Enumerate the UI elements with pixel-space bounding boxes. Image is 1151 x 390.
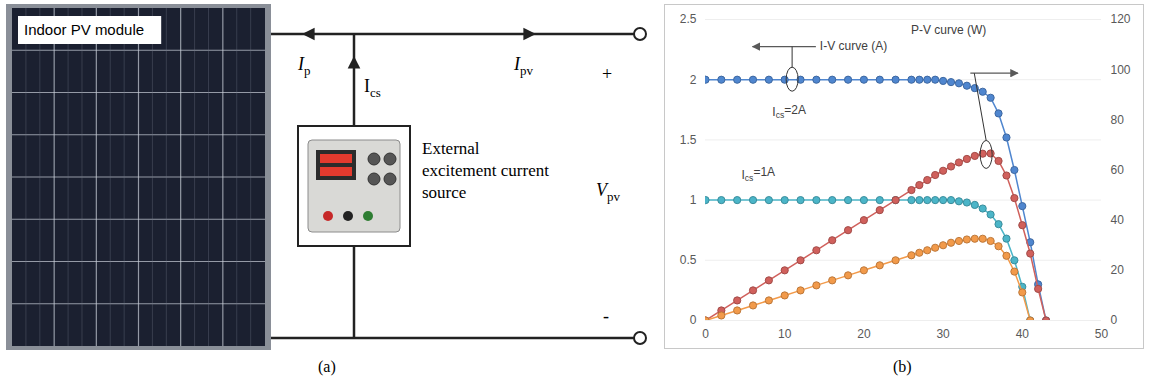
svg-text:Ics: Ics [364, 76, 381, 100]
svg-text:Ics=2A: Ics=2A [772, 103, 806, 121]
svg-text:source: source [422, 183, 466, 202]
svg-text:External: External [422, 139, 480, 158]
svg-text:40: 40 [1111, 213, 1125, 227]
svg-text:0.5: 0.5 [680, 253, 697, 267]
svg-text:Ipv: Ipv [513, 54, 533, 78]
svg-text:Ics=1A: Ics=1A [741, 165, 775, 183]
html-text:(b): (b) [893, 358, 912, 375]
svg-text:0: 0 [690, 313, 697, 327]
svg-text:40: 40 [1016, 327, 1030, 341]
svg-text:80: 80 [1111, 113, 1125, 127]
svg-text:1.5: 1.5 [680, 133, 697, 147]
svg-text:30: 30 [936, 327, 950, 341]
svg-text:10: 10 [778, 327, 792, 341]
svg-text:Vpv: Vpv [596, 180, 620, 204]
svg-text:Ip: Ip [297, 54, 310, 78]
html-text:(a): (a) [318, 358, 336, 375]
svg-text:20: 20 [1111, 263, 1125, 277]
svg-text:I-V curve (A): I-V curve (A) [820, 39, 887, 53]
svg-text:Indoor PV module: Indoor PV module [24, 21, 144, 38]
svg-text:+: + [602, 64, 612, 84]
svg-text:excitement current: excitement current [422, 161, 549, 180]
svg-text:120: 120 [1111, 12, 1131, 26]
svg-text:0: 0 [702, 327, 709, 341]
svg-text:-: - [603, 306, 609, 326]
svg-text:1: 1 [690, 193, 697, 207]
svg-text:50: 50 [1095, 327, 1109, 341]
svg-text:0: 0 [1111, 313, 1118, 327]
svg-text:2.5: 2.5 [680, 12, 697, 26]
svg-text:20: 20 [857, 327, 871, 341]
svg-text:100: 100 [1111, 63, 1131, 77]
svg-text:60: 60 [1111, 163, 1125, 177]
svg-text:2: 2 [690, 73, 697, 87]
svg-text:P-V curve (W): P-V curve (W) [911, 23, 986, 37]
